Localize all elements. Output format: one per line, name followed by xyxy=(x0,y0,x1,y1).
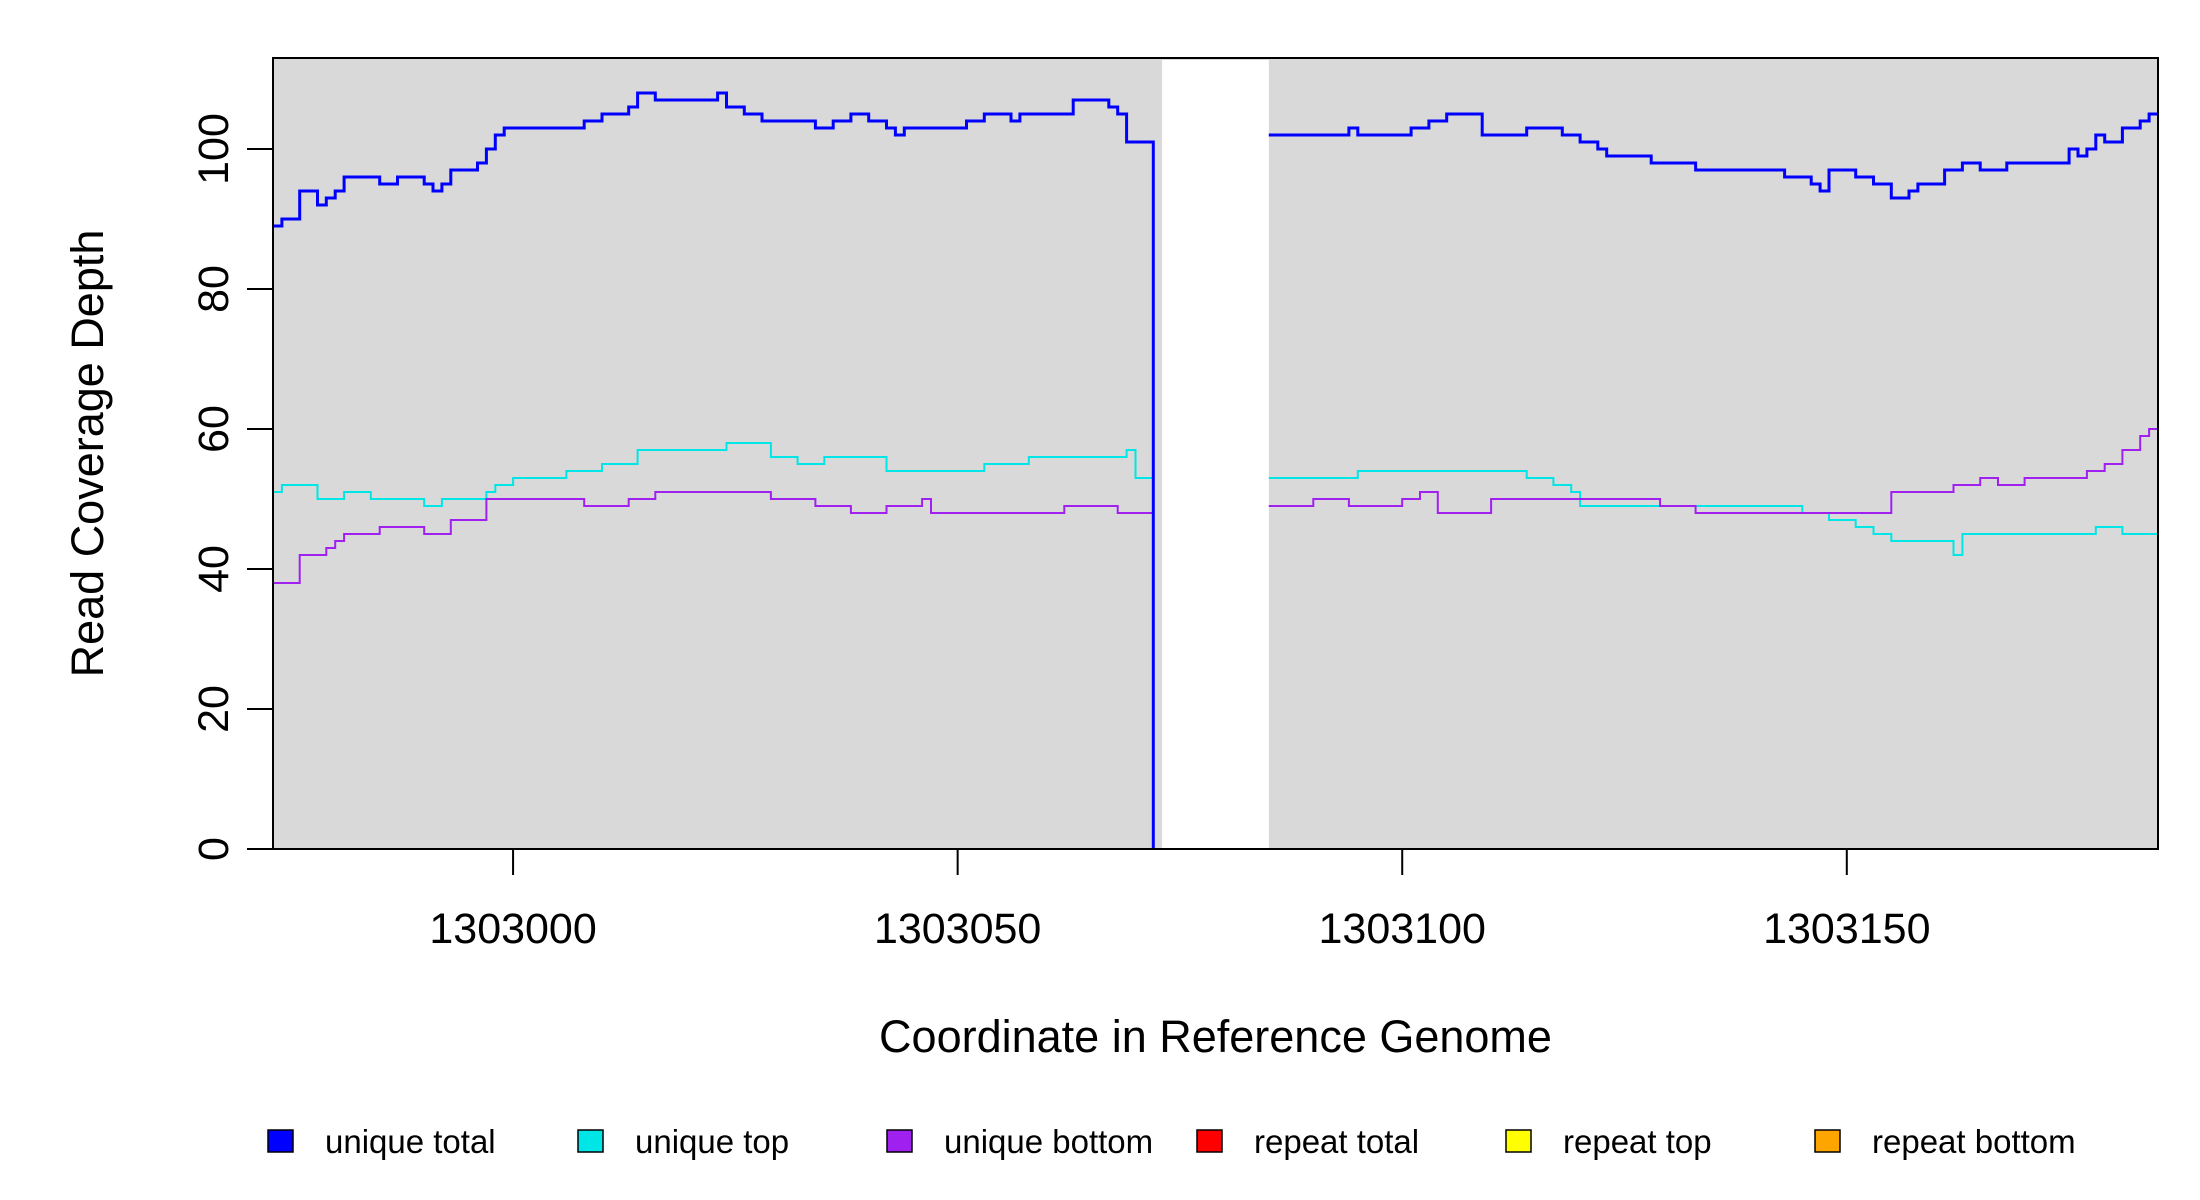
x-tick-label: 1303050 xyxy=(874,905,1041,953)
legend-swatch xyxy=(1196,1129,1223,1153)
y-tick-label: 40 xyxy=(190,545,238,593)
legend-label: unique top xyxy=(635,1123,789,1160)
series-line xyxy=(273,442,1155,507)
series-line xyxy=(1268,428,2158,514)
x-tick-label: 1303150 xyxy=(1763,905,1930,953)
x-tick-label: 1303100 xyxy=(1319,905,1486,953)
y-tick-label: 100 xyxy=(190,113,238,185)
y-axis-title: Read Coverage Depth xyxy=(62,230,113,678)
legend-label: repeat total xyxy=(1254,1123,1419,1160)
y-tick-label: 80 xyxy=(190,265,238,313)
y-axis: 0 20 40 60 80 100 xyxy=(190,113,274,861)
series-line xyxy=(273,91,1155,849)
series-line xyxy=(1268,470,2159,556)
legend-swatch xyxy=(577,1129,604,1153)
x-axis-title: Coordinate in Reference Genome xyxy=(879,1011,1552,1062)
series-line xyxy=(1268,112,2158,200)
x-axis: 1303000 1303050 1303100 1303150 xyxy=(429,849,1931,953)
gap-region xyxy=(1162,60,1269,849)
legend-label: unique total xyxy=(325,1123,496,1160)
legend-swatch xyxy=(1814,1129,1841,1153)
y-tick-label: 60 xyxy=(190,405,238,453)
series-line xyxy=(273,491,1155,584)
y-tick-label: 20 xyxy=(190,685,238,733)
legend-swatch xyxy=(886,1129,913,1153)
legend-label: unique bottom xyxy=(944,1123,1153,1160)
legend: unique total unique top unique bottom repea… xyxy=(267,1123,2076,1160)
legend-label: repeat top xyxy=(1563,1123,1712,1160)
legend-label: repeat bottom xyxy=(1872,1123,2076,1160)
x-tick-label: 1303000 xyxy=(429,905,596,953)
y-tick-label: 0 xyxy=(190,837,238,861)
legend-swatch xyxy=(1505,1129,1532,1153)
legend-swatch xyxy=(267,1129,294,1153)
